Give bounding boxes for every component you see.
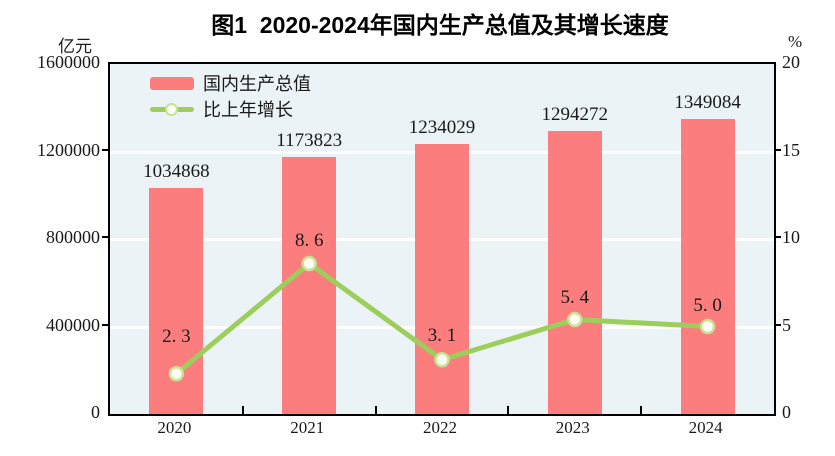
legend-gdp-label: 国内生产总值 <box>203 74 311 94</box>
gdp-bar-value-label: 1349084 <box>674 91 741 113</box>
x-axis-tick <box>640 406 643 414</box>
gdp-bar-swatch <box>150 76 194 90</box>
right-axis-tick <box>774 236 781 238</box>
x-axis-category-label: 2023 <box>555 418 590 437</box>
x-axis-tick <box>241 406 244 414</box>
growth-point-marker <box>567 311 583 328</box>
growth-point-marker <box>434 352 450 368</box>
left-axis-unit: 亿元 <box>58 37 92 56</box>
legend-growth-label: 比上年增长 <box>203 100 293 120</box>
gdp-bar <box>680 118 735 414</box>
growth-value-label: 2. 3 <box>162 325 191 347</box>
gdp-bar <box>547 130 602 414</box>
x-axis-category-label: 2020 <box>157 418 192 437</box>
growth-point-marker <box>699 318 716 335</box>
left-axis-tick-label: 1600000 <box>37 52 100 72</box>
growth-marker-glyph <box>165 102 178 116</box>
legend-item-growth: 比上年增长 <box>150 96 311 122</box>
x-axis-category-label: 2021 <box>290 418 325 437</box>
chart-title: 图1 2020-2024年国内生产总值及其增长速度 <box>211 12 669 38</box>
left-axis-tick-label: 0 <box>91 402 100 422</box>
left-axis-tick-label: 400000 <box>46 314 100 335</box>
left-axis-tick <box>102 148 109 151</box>
growth-value-label: 5. 4 <box>560 286 590 308</box>
gdp-bar-value-label: 1234029 <box>408 117 476 139</box>
gdp-bar-value-label: 1034868 <box>143 160 210 182</box>
right-axis-tick <box>774 323 781 326</box>
left-axis-tick <box>102 323 109 326</box>
left-axis-tick <box>102 236 109 238</box>
right-axis-tick-label: 20 <box>782 52 800 72</box>
gdp-bar <box>415 144 469 414</box>
x-axis-tick <box>374 406 377 414</box>
gdp-bar-value-label: 1173823 <box>276 130 343 152</box>
x-axis-category-label: 2024 <box>688 418 723 437</box>
x-axis-category-label: 2022 <box>423 418 457 437</box>
growth-point-marker <box>301 255 317 272</box>
right-axis-tick-label: 5 <box>782 314 791 335</box>
growth-point-marker <box>168 366 185 382</box>
gdp-bar-value-label: 1294272 <box>541 103 609 125</box>
growth-value-label: 5. 0 <box>693 294 722 316</box>
gdp-bar <box>282 157 337 414</box>
growth-value-label: 8. 6 <box>294 229 324 251</box>
left-axis-tick-label: 800000 <box>46 227 100 247</box>
left-axis-tick-label: 1200000 <box>37 139 100 160</box>
right-axis-unit: % <box>788 32 803 51</box>
chart-legend: 国内生产总值 比上年增长 <box>150 70 311 122</box>
legend-item-gdp: 国内生产总值 <box>150 70 311 96</box>
plot-area: 国内生产总值 比上年增长 1034868 1173823 1234029 129427… <box>108 62 776 416</box>
growth-line-swatch <box>150 102 194 116</box>
right-axis-tick-label: 10 <box>782 227 800 247</box>
right-axis-tick-label: 15 <box>782 139 800 160</box>
growth-value-label: 3. 1 <box>427 324 457 346</box>
right-axis-tick-label: 0 <box>782 402 791 422</box>
growth-line-chart <box>168 255 716 382</box>
x-axis-tick <box>507 406 510 414</box>
right-axis-tick <box>774 148 781 151</box>
